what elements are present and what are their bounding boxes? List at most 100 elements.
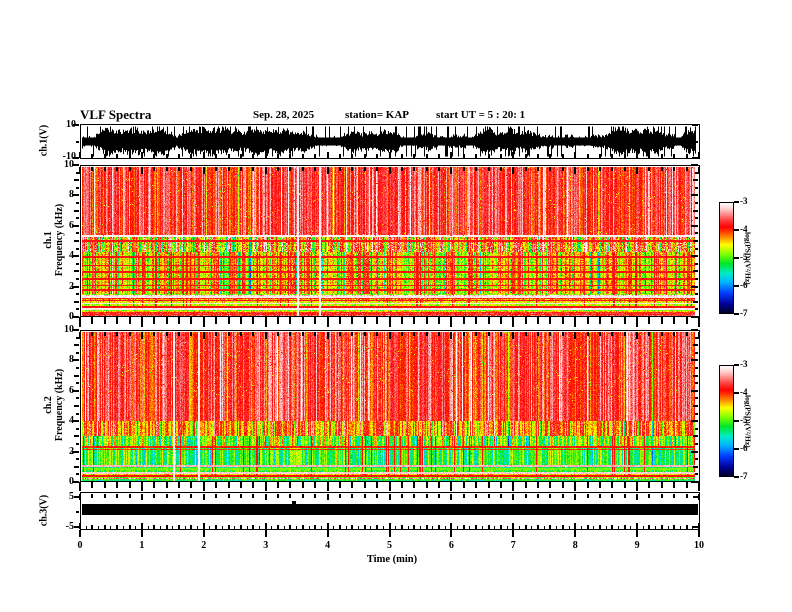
tick-mark <box>648 317 651 324</box>
tick-mark <box>673 331 676 336</box>
tick-mark <box>438 166 441 171</box>
spec2-y-tick-label: 4 <box>69 415 74 427</box>
tick-mark <box>648 331 651 336</box>
tick-mark <box>599 525 601 529</box>
tick-mark <box>73 179 79 182</box>
tick-mark <box>103 493 106 498</box>
tick-mark <box>302 525 304 529</box>
spec1-y-tick-label: 6 <box>69 219 74 231</box>
tick-mark <box>128 153 131 158</box>
tick-mark <box>234 525 236 529</box>
tick-mark <box>556 525 558 529</box>
tick-mark <box>277 525 279 529</box>
tick-mark <box>698 331 700 339</box>
tick-mark <box>202 482 205 491</box>
tick-mark <box>673 153 676 158</box>
tick-mark <box>512 522 515 529</box>
tick-mark <box>679 525 681 529</box>
tick-mark <box>648 482 651 488</box>
tick-mark <box>694 262 698 265</box>
tick-mark <box>135 525 137 529</box>
tick-mark <box>326 522 329 529</box>
tick-mark <box>388 522 391 529</box>
tick-mark <box>239 153 242 158</box>
tick-mark <box>240 525 242 529</box>
tick-mark <box>73 496 79 498</box>
tick-mark <box>103 482 106 488</box>
tick-mark <box>537 331 540 336</box>
tick-mark <box>618 525 620 529</box>
tick-mark <box>376 482 379 488</box>
tick-mark <box>363 166 366 171</box>
tick-mark <box>580 525 582 529</box>
tick-mark <box>636 331 639 339</box>
tick-mark <box>574 522 577 529</box>
tick-mark <box>363 317 366 324</box>
tick-mark <box>698 530 700 537</box>
tick-mark <box>667 525 669 529</box>
tick-mark <box>426 525 428 529</box>
tick-mark <box>71 329 79 331</box>
tick-mark <box>140 331 143 339</box>
tick-mark <box>694 293 698 296</box>
tick-mark <box>450 331 453 339</box>
tick-mark <box>71 481 79 483</box>
tick-mark <box>734 201 739 203</box>
tick-mark <box>432 525 434 529</box>
tick-mark <box>165 317 168 324</box>
tick-mark <box>425 482 428 488</box>
tick-mark <box>289 166 292 171</box>
tick-mark <box>79 166 81 174</box>
tick-mark <box>438 153 441 158</box>
tick-mark <box>73 300 79 303</box>
tick-mark <box>197 525 199 529</box>
tick-mark <box>75 443 79 445</box>
tick-mark <box>574 482 577 491</box>
ch3-signal-bar <box>82 504 698 515</box>
tick-mark <box>227 317 230 324</box>
tick-mark <box>586 482 589 488</box>
tick-mark <box>376 525 378 529</box>
tick-mark <box>178 482 181 488</box>
spec2-y-tick-label: 10 <box>64 324 74 335</box>
tick-mark <box>289 317 292 324</box>
tick-mark <box>264 493 267 500</box>
tick-mark <box>190 153 193 158</box>
tick-mark <box>400 317 403 324</box>
tick-mark <box>475 317 478 324</box>
tick-mark <box>694 443 698 445</box>
x-tick-label: 6 <box>448 540 454 551</box>
tick-mark <box>75 382 79 385</box>
tick-mark <box>562 525 564 529</box>
tick-mark <box>110 525 112 529</box>
tick-mark <box>91 153 94 158</box>
tick-mark <box>475 166 478 171</box>
tick-mark <box>252 166 255 171</box>
tick-mark <box>239 493 242 498</box>
tick-mark <box>72 124 79 126</box>
tick-mark <box>598 317 601 324</box>
tick-mark <box>326 482 329 491</box>
tick-mark <box>611 317 614 324</box>
tick-mark <box>215 493 218 498</box>
spec1-y-tick-label: 10 <box>64 159 74 170</box>
tick-mark <box>413 525 415 529</box>
tick-mark <box>568 525 570 529</box>
tick-mark <box>178 493 181 498</box>
tick-mark <box>543 525 545 529</box>
tick-mark <box>75 186 79 189</box>
tick-mark <box>574 530 577 537</box>
spec1-y-tick-label: 0 <box>69 311 74 322</box>
tick-mark <box>438 317 441 324</box>
tick-mark <box>326 493 329 500</box>
tick-mark <box>122 525 124 529</box>
tick-mark <box>153 525 155 529</box>
tick-mark <box>103 153 106 158</box>
tick-mark <box>326 331 329 339</box>
tick-mark <box>75 171 79 174</box>
tick-mark <box>611 166 614 171</box>
tick-mark <box>388 530 391 537</box>
tick-mark <box>438 493 441 498</box>
tick-mark <box>103 331 106 336</box>
tick-mark <box>438 331 441 336</box>
